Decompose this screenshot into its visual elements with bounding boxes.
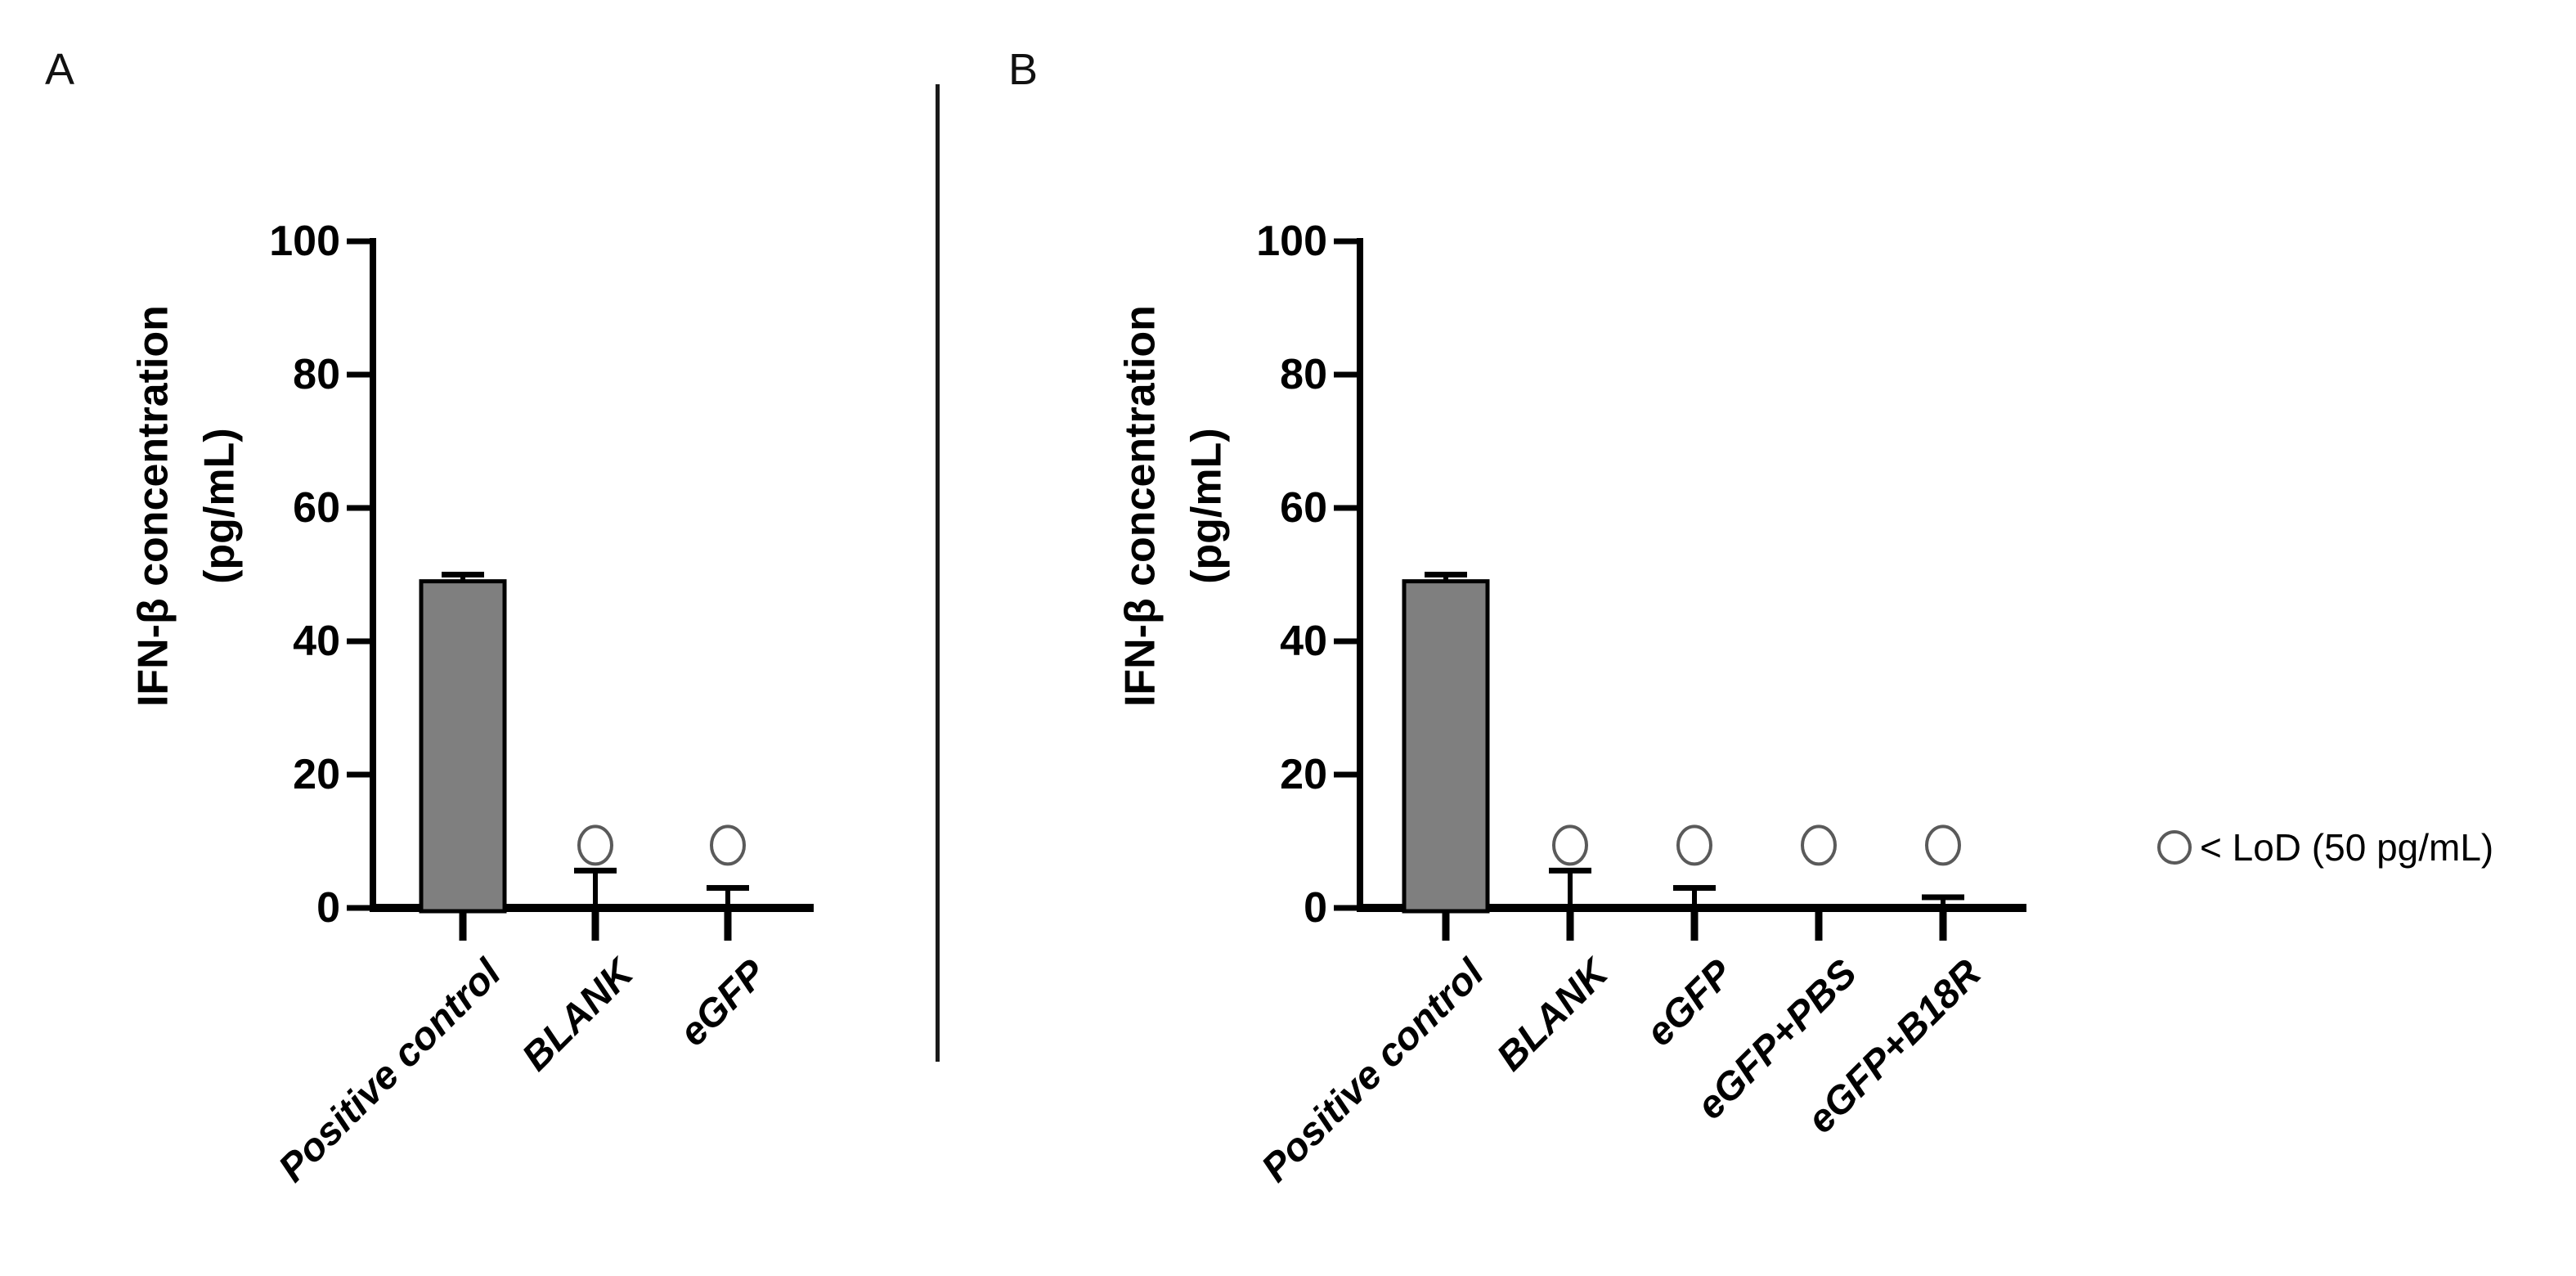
below-lod-circle — [1925, 824, 1961, 866]
y-tick-mark — [347, 238, 370, 245]
y-tick-mark — [1334, 905, 1357, 911]
y-tick-label: 40 — [1280, 618, 1327, 665]
below-lod-circle — [1676, 824, 1712, 866]
lod-legend-label: < LoD (50 pg/mL) — [2200, 826, 2494, 869]
panel-label-B: B — [1008, 45, 1039, 94]
bar-positive-control — [419, 579, 507, 914]
error-bar-cap — [707, 885, 749, 892]
error-bar-stem — [1568, 870, 1573, 908]
y-tick-mark — [1334, 771, 1357, 778]
y-tick-label: 20 — [293, 751, 340, 798]
below-lod-circle — [710, 824, 746, 866]
y-axis-title: IFN-β concentration (pg/mL) — [120, 171, 252, 842]
x-tick-mark — [1690, 910, 1699, 941]
error-bar-cap — [1549, 867, 1591, 874]
panel-divider — [936, 84, 940, 1062]
y-tick-mark — [1334, 371, 1357, 378]
y-axis-line — [370, 238, 376, 912]
x-tick-mark — [724, 910, 732, 941]
y-tick-label: 0 — [316, 884, 340, 932]
lod-legend: < LoD (50 pg/mL) — [2156, 826, 2493, 869]
y-tick-label: 100 — [1256, 218, 1327, 265]
y-axis-line — [1357, 238, 1363, 912]
y-tick-label: 40 — [293, 618, 340, 665]
x-tick-mark — [1566, 910, 1574, 941]
y-tick-mark — [1334, 638, 1357, 645]
bar-positive-control — [1402, 579, 1490, 914]
error-bar-cap — [442, 572, 484, 577]
error-bar-stem — [1692, 887, 1697, 908]
y-tick-label: 60 — [293, 484, 340, 532]
x-tick-mark — [459, 910, 467, 941]
x-tick-mark — [1442, 910, 1450, 941]
y-axis-title-line1: IFN-β concentration — [1116, 305, 1165, 708]
y-axis-title-line1: IFN-β concentration — [129, 305, 177, 708]
x-tick-mark — [1939, 910, 1947, 941]
error-bar-cap — [574, 867, 617, 874]
y-tick-mark — [347, 638, 370, 645]
y-tick-mark — [347, 905, 370, 911]
y-tick-mark — [347, 371, 370, 378]
x-axis-line — [1357, 904, 2026, 912]
x-axis-line — [370, 904, 814, 912]
y-axis-title: IFN-β concentration (pg/mL) — [1107, 171, 1239, 842]
below-lod-circle — [577, 824, 613, 866]
y-tick-label: 20 — [1280, 751, 1327, 798]
below-lod-circle — [1552, 824, 1588, 866]
error-bar-cap — [1922, 894, 1964, 901]
y-axis-title-line2: (pg/mL) — [195, 428, 243, 584]
y-tick-mark — [347, 771, 370, 778]
y-tick-label: 0 — [1304, 884, 1327, 932]
y-tick-label: 80 — [1280, 351, 1327, 398]
y-tick-mark — [347, 505, 370, 511]
y-tick-mark — [1334, 505, 1357, 511]
y-tick-mark — [1334, 238, 1357, 245]
below-lod-circle — [1801, 824, 1837, 866]
error-bar-stem — [593, 870, 598, 908]
lod-open-circle-icon — [2157, 830, 2192, 865]
error-bar-cap — [1673, 885, 1716, 892]
y-tick-label: 60 — [1280, 484, 1327, 532]
error-bar-stem — [725, 887, 730, 908]
y-tick-label: 80 — [293, 351, 340, 398]
x-tick-mark — [591, 910, 599, 941]
panel-label-A: A — [45, 45, 75, 94]
y-axis-title-line2: (pg/mL) — [1183, 428, 1230, 584]
error-bar-cap — [1425, 572, 1467, 577]
x-tick-mark — [1815, 910, 1823, 941]
error-bar-stem — [1941, 896, 1945, 908]
y-tick-label: 100 — [269, 218, 340, 265]
